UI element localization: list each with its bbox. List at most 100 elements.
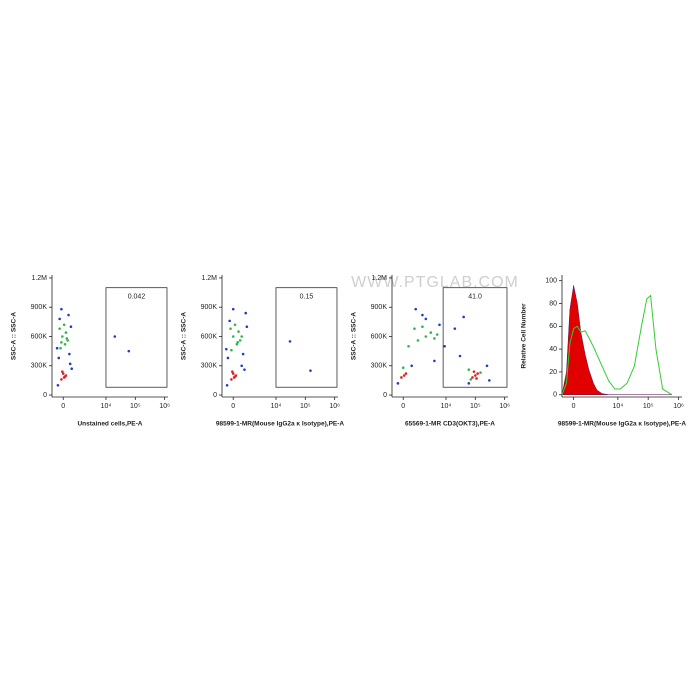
- event-dot: [453, 327, 457, 330]
- event-dot: [235, 342, 239, 346]
- event-dot: [475, 377, 478, 380]
- y-axis-label: SSC-A :: SSC-A: [11, 312, 18, 360]
- gate-percent: 41.0: [468, 294, 482, 301]
- event-dot: [237, 330, 240, 333]
- event-dot: [472, 370, 476, 373]
- event-dot: [233, 375, 237, 378]
- y-tick-label: 20: [549, 369, 557, 376]
- y-tick-label: 0: [553, 392, 557, 399]
- x-tick-label: 10⁶: [673, 403, 684, 410]
- gate-percent: 0.042: [128, 294, 146, 301]
- event-dot: [61, 335, 64, 338]
- event-dot: [228, 319, 231, 323]
- event-dot: [421, 325, 424, 329]
- event-dot: [462, 315, 465, 319]
- y-tick-label: 0: [383, 392, 387, 399]
- event-dot: [230, 348, 233, 352]
- event-dot: [288, 340, 292, 343]
- event-dot: [236, 341, 239, 344]
- event-dot: [458, 354, 462, 358]
- event-dot: [479, 371, 482, 374]
- event-dot: [55, 346, 59, 350]
- x-tick-label: 0: [61, 403, 65, 410]
- histogram-line: [561, 294, 673, 396]
- event-dot: [414, 307, 418, 311]
- event-dot: [59, 346, 62, 350]
- event-dot: [243, 368, 246, 371]
- gate: [442, 287, 508, 388]
- event-dot: [70, 367, 74, 370]
- y-tick-label: 0: [213, 392, 217, 399]
- event-dot: [64, 331, 68, 334]
- event-dot: [244, 311, 248, 315]
- event-dot: [435, 333, 439, 336]
- x-tick-label: 10⁴: [101, 403, 112, 410]
- x-tick-label: 10⁶: [329, 403, 340, 410]
- gate-percent: 0.15: [300, 294, 314, 301]
- event-dot: [231, 307, 235, 311]
- y-tick-label: 600K: [201, 333, 218, 340]
- event-dot: [67, 313, 70, 317]
- event-dot: [60, 307, 63, 311]
- y-tick-label: 40: [549, 346, 557, 353]
- event-dot: [443, 344, 446, 348]
- event-dot: [226, 356, 230, 360]
- x-tick-label: 10⁵: [470, 403, 481, 410]
- event-dot: [238, 339, 242, 342]
- y-tick-label: 900K: [201, 304, 218, 311]
- event-dot: [58, 317, 61, 321]
- event-dot: [413, 327, 416, 330]
- event-dot: [63, 375, 67, 378]
- histogram-area: [561, 285, 672, 395]
- x-tick-label: 10⁶: [499, 403, 510, 410]
- event-dot: [424, 317, 428, 321]
- x-tick-label: 10⁵: [130, 403, 141, 410]
- x-axis-label: 98599-1-MR(Mouse IgG2a κ Isotype),PE-A: [558, 421, 687, 428]
- y-tick-label: 1.2M: [31, 275, 47, 282]
- x-tick-label: 10⁶: [159, 403, 170, 410]
- event-dot: [407, 344, 410, 348]
- y-axis-label: SSC-A :: SSC-A: [181, 312, 188, 360]
- event-dot: [469, 378, 473, 381]
- y-tick-label: 1.2M: [371, 275, 387, 282]
- event-dot: [224, 347, 228, 351]
- event-dot: [476, 372, 479, 375]
- event-dot: [57, 356, 61, 360]
- event-dot: [309, 369, 312, 372]
- event-dot: [402, 374, 406, 377]
- y-tick-label: 300K: [31, 363, 48, 370]
- event-dot: [61, 370, 64, 373]
- y-tick-label: 60: [549, 323, 557, 330]
- event-dot: [231, 335, 235, 338]
- event-dot: [400, 376, 403, 379]
- event-dot: [127, 349, 131, 353]
- x-tick-label: 10⁴: [612, 403, 623, 410]
- event-dot: [60, 341, 63, 344]
- gate: [105, 287, 168, 388]
- event-dot: [240, 364, 244, 368]
- event-dot: [60, 378, 63, 381]
- event-dot: [485, 364, 489, 368]
- event-dot: [421, 313, 424, 317]
- x-axis-label: 98599-1-MR(Mouse IgG2a κ Isotype),PE-A: [216, 421, 345, 428]
- event-dot: [429, 331, 433, 334]
- y-tick-label: 600K: [371, 333, 388, 340]
- event-dot: [69, 325, 73, 329]
- event-dot: [438, 323, 441, 327]
- event-dot: [229, 327, 232, 330]
- y-tick-label: 900K: [371, 304, 388, 311]
- event-dot: [113, 335, 117, 338]
- event-dot: [68, 352, 71, 356]
- watermark: WWW.PTGLAB.COM: [351, 274, 519, 291]
- event-dot: [433, 359, 436, 363]
- x-tick-label: 10⁵: [300, 403, 311, 410]
- event-dot: [68, 362, 72, 366]
- event-dot: [410, 364, 414, 368]
- event-dot: [63, 342, 67, 346]
- event-dot: [396, 382, 400, 385]
- event-dot: [467, 382, 471, 385]
- x-axis-label: 65569-1-MR CD3(OKT3),PE-A: [405, 421, 495, 428]
- x-tick-label: 10⁵: [643, 403, 654, 410]
- event-dot: [240, 335, 244, 338]
